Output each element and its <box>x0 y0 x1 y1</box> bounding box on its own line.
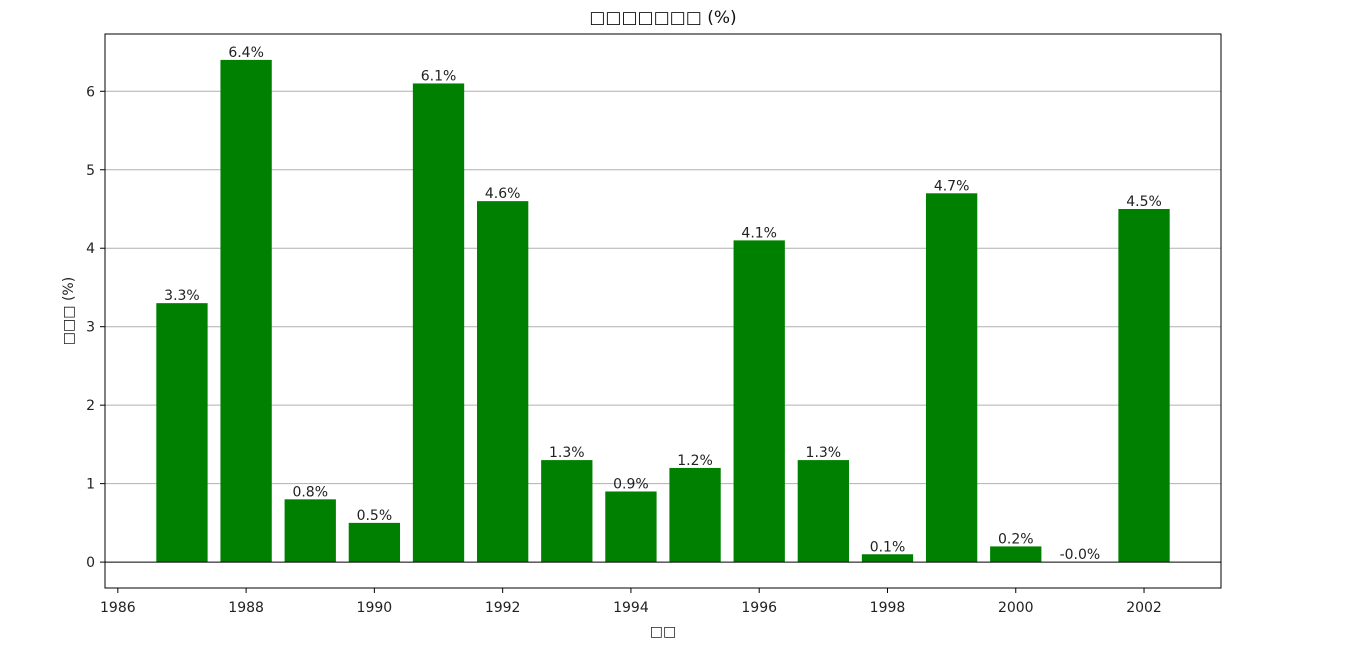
x-tick-label-1992: 1992 <box>485 600 521 616</box>
bars <box>156 59 1170 563</box>
bar-label-1996: 4.1% <box>741 225 777 241</box>
x-tick-label-1990: 1990 <box>357 600 393 616</box>
x-tick-label-1986: 1986 <box>100 600 136 616</box>
bar-1989 <box>284 499 336 563</box>
bar-label-1999: 4.7% <box>934 178 970 194</box>
x-tick-label-1988: 1988 <box>228 600 264 616</box>
bar-label-1998: 0.1% <box>870 539 906 555</box>
bar-label-1997: 1.3% <box>806 445 842 461</box>
x-tick-label-1996: 1996 <box>741 600 777 616</box>
y-tick-label-4: 4 <box>86 241 95 257</box>
bar-1988 <box>220 59 272 563</box>
y-axis-ticks: 0 1 2 3 4 5 6 <box>86 84 105 571</box>
x-tick-label-2000: 2000 <box>998 600 1034 616</box>
bar-label-2002: 4.5% <box>1126 194 1162 210</box>
bar-1992 <box>477 201 529 563</box>
bar-label-1992: 4.6% <box>485 186 521 202</box>
bar-label-1988: 6.4% <box>228 45 264 61</box>
bar-1991 <box>412 83 465 563</box>
bar-label-1993: 1.3% <box>549 445 585 461</box>
x-axis-ticks: 1986 1988 1990 1992 1994 1996 1998 2000 2002 <box>100 588 1162 616</box>
bar-1993 <box>541 460 593 563</box>
bar-label-1995: 1.2% <box>677 453 713 469</box>
y-tick-label-2: 2 <box>86 398 95 414</box>
bar-1997 <box>797 460 849 563</box>
bar-label-1994: 0.9% <box>613 476 649 492</box>
bar-label-1989: 0.8% <box>292 484 328 500</box>
y-axis-title: □□□ (%) <box>61 277 77 345</box>
x-tick-label-2002: 2002 <box>1126 600 1162 616</box>
y-tick-label-1: 1 <box>86 477 95 493</box>
bar-1990 <box>348 522 401 563</box>
x-tick-label-1994: 1994 <box>613 600 649 616</box>
bar-1987 <box>156 303 208 563</box>
bar-1995 <box>669 467 721 563</box>
y-tick-label-5: 5 <box>86 163 95 179</box>
y-gridlines <box>105 90 1221 485</box>
bar-2002 <box>1118 208 1170 563</box>
bar-2000 <box>990 546 1042 563</box>
y-tick-label-6: 6 <box>86 84 95 100</box>
bar-label-1987: 3.3% <box>164 288 200 304</box>
x-axis-title: □□ <box>650 624 676 640</box>
bar-1996 <box>733 240 785 563</box>
bar-1994 <box>605 491 657 563</box>
bar-1999 <box>925 193 978 563</box>
bar-1998 <box>861 554 914 563</box>
bar-label-2001: -0.0% <box>1060 547 1101 563</box>
bar-value-labels: 3.3% 6.4% 0.8% 0.5% 6.1% 4.6% 1.3% 0.9% 1.2% 4.1%… <box>164 45 1162 563</box>
bar-label-1990: 0.5% <box>357 508 393 524</box>
x-tick-label-1998: 1998 <box>870 600 906 616</box>
chart-title: □□□□□□□ (%) <box>589 8 736 28</box>
bar-label-2000: 0.2% <box>998 531 1034 547</box>
plot-frame <box>104 33 1222 589</box>
y-tick-label-3: 3 <box>86 320 95 336</box>
y-tick-label-0: 0 <box>86 555 95 571</box>
bar-label-1991: 6.1% <box>421 68 457 84</box>
